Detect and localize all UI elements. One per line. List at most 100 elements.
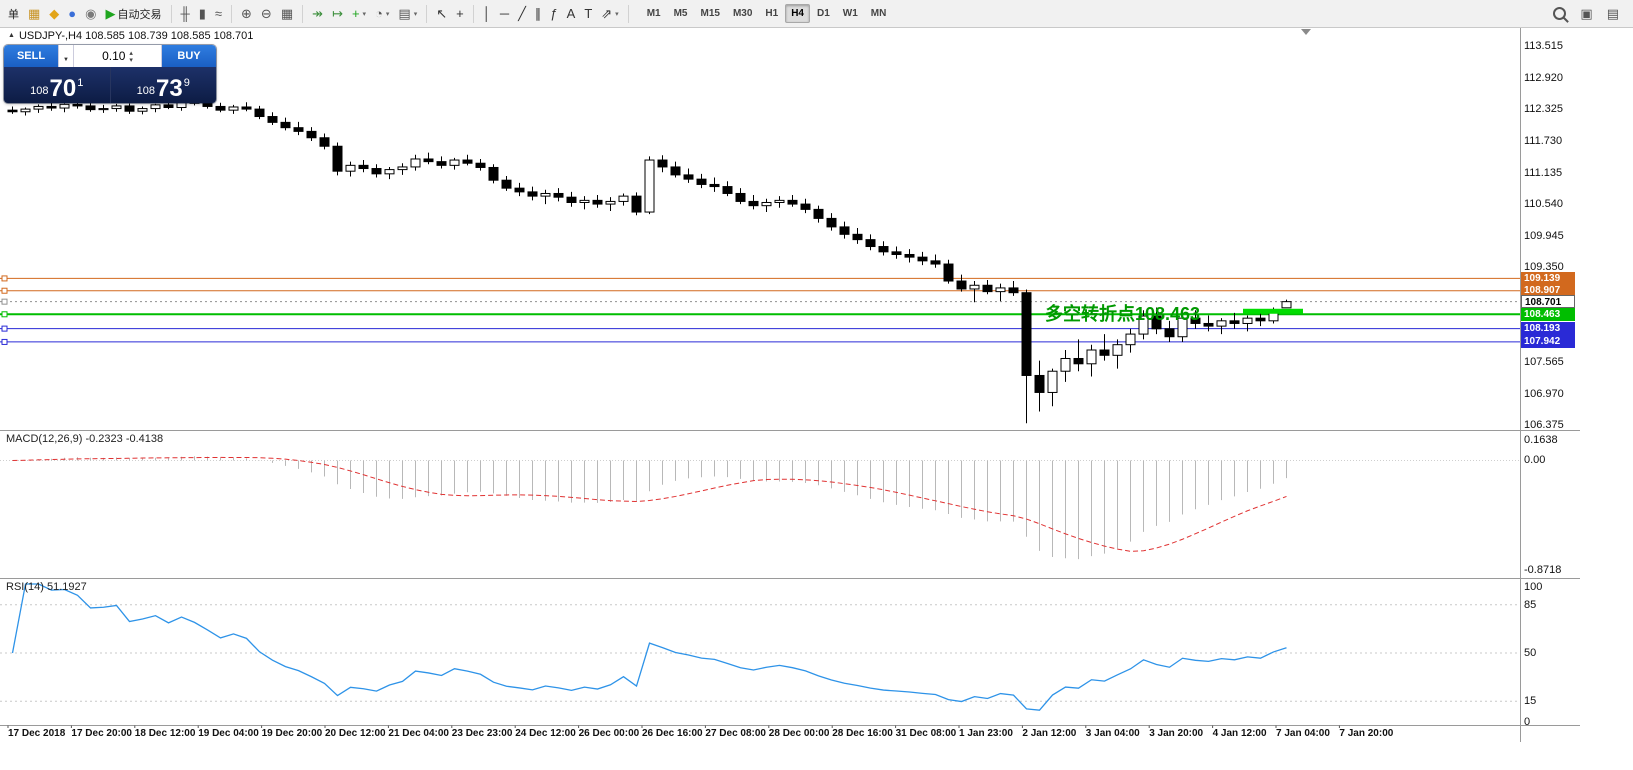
candle-body (319, 137, 330, 147)
time-axis-label: 27 Dec 08:00 (705, 728, 766, 739)
sell-price-button[interactable]: 108 70 1 (4, 67, 110, 103)
price-axis-label: 109.945 (1524, 229, 1564, 242)
toolbar-separator (231, 4, 233, 23)
horizontal-line-icon: ─ (499, 6, 510, 21)
timeframe-button-M5[interactable]: M5 (673, 8, 688, 19)
lot-increase-button[interactable] (129, 49, 133, 56)
chart-shift-marker[interactable] (1301, 29, 1311, 35)
profiles-button[interactable]: ◆ (45, 3, 63, 25)
lot-decrease-button[interactable] (129, 56, 133, 63)
label-button[interactable]: T (580, 3, 596, 25)
hline-handle[interactable] (1, 275, 8, 282)
price-line-label[interactable]: 108.907 (1521, 284, 1575, 298)
window-layout-button[interactable] (1576, 3, 1596, 25)
arrows-button[interactable]: ⇗ ▾ (597, 3, 622, 25)
hline-handle[interactable] (1, 311, 8, 318)
buy-price-button[interactable]: 108 73 9 (110, 67, 216, 103)
time-axis-label: 17 Dec 20:00 (71, 728, 132, 739)
price-line-label[interactable]: 108.193 (1521, 322, 1575, 336)
new-chart-button[interactable]: ▦ (24, 3, 44, 25)
candle-body (215, 105, 226, 111)
candle-body (631, 195, 642, 213)
time-axis-label: 3 Jan 04:00 (1085, 728, 1140, 739)
price-line-label[interactable]: 109.139 (1521, 271, 1575, 285)
trendline-icon: ╱ (518, 6, 526, 21)
bull-bear-annotation[interactable]: 多空转折点108.463 (1045, 304, 1201, 324)
candle-body (462, 159, 473, 164)
text-button[interactable]: A (563, 3, 580, 25)
price-axis-label: 110.540 (1524, 198, 1563, 211)
price-line-label[interactable]: 108.463 (1521, 307, 1575, 321)
line-chart-button[interactable]: ≈ (211, 3, 226, 25)
lot-size-field[interactable]: 0.10 (73, 45, 162, 67)
time-axis-label: 26 Dec 16:00 (642, 728, 703, 739)
timeframe-button-M30[interactable]: M30 (732, 8, 753, 19)
templates-button[interactable]: ▤ ▾ (394, 3, 421, 25)
macd-axis-label: 0.1638 (1524, 433, 1558, 446)
candle-body (618, 195, 629, 202)
crosshair-button[interactable]: + (452, 3, 468, 25)
channel-button[interactable]: ∥ (531, 3, 546, 25)
chart-shift-button[interactable]: ↦ (328, 3, 347, 25)
timeframe-button-H1[interactable]: H1 (765, 8, 779, 19)
price-line-label[interactable]: 108.701 (1521, 295, 1575, 309)
candle-body (371, 168, 382, 175)
timeframe-button-D1[interactable]: D1 (817, 8, 830, 19)
window-list-button[interactable] (1603, 3, 1623, 25)
periods-button[interactable]: ◔ ▾ (371, 3, 393, 25)
candle-body (969, 284, 980, 290)
timeframe-button-M1[interactable]: M1 (646, 8, 661, 19)
rsi-axis-label: 85 (1524, 598, 1537, 611)
auto-scroll-button[interactable]: ↠ (308, 3, 327, 25)
cursor-button[interactable]: ↖ (432, 3, 451, 25)
timeframe-button-W1[interactable]: W1 (842, 8, 858, 19)
fibonacci-button[interactable]: ƒ (546, 3, 561, 25)
toolbar-separator (426, 4, 428, 23)
market-watch-button[interactable]: ● (64, 3, 80, 25)
timeframe-button-H4[interactable]: H4 (785, 4, 810, 23)
new-order-button[interactable]: 单 (4, 3, 23, 25)
hline-handle[interactable] (1, 325, 8, 332)
candle-body (293, 127, 304, 132)
hline-handle[interactable] (1, 287, 8, 294)
price-buttons-row: 108 70 1 108 73 9 (4, 67, 216, 103)
hline-handle[interactable] (1, 298, 8, 305)
indicators-button[interactable]: + ▾ (348, 3, 370, 25)
candle-body (267, 116, 278, 123)
price-line-label[interactable]: 107.942 (1521, 335, 1575, 349)
search-button[interactable] (1549, 3, 1570, 25)
candle-body (436, 161, 447, 166)
trend-segment[interactable] (1243, 308, 1303, 314)
search-icon (1553, 7, 1567, 20)
candle-body (865, 239, 876, 248)
candle-body (943, 263, 954, 282)
trendline-button[interactable]: ╱ (514, 3, 530, 25)
tile-windows-button[interactable]: ▦ (277, 3, 297, 25)
hline-handle[interactable] (1, 338, 8, 345)
buy-button[interactable]: BUY (162, 45, 216, 67)
zoom-out-button[interactable]: ⊖ (257, 3, 276, 25)
sell-button[interactable]: SELL (4, 45, 58, 67)
chevron-down-icon: ▾ (362, 10, 367, 18)
candle-body (904, 253, 915, 258)
bid-integer: 108 (30, 85, 49, 97)
candles[interactable] (7, 96, 1292, 424)
candlestick-chart-button[interactable]: ▮ (195, 3, 210, 25)
data-window-button[interactable]: ◉ (81, 3, 100, 25)
timeframe-button-MN[interactable]: MN (870, 8, 887, 19)
order-type-dropdown[interactable] (58, 45, 73, 67)
zoom-in-button[interactable]: ⊕ (237, 3, 256, 25)
rsi-label: RSI(14) 51.1927 (6, 581, 87, 593)
timeframe-button-M15[interactable]: M15 (700, 8, 720, 19)
templates-icon: ▤ (398, 6, 411, 21)
autotrading-button[interactable]: ▶ 自动交易 (102, 3, 166, 25)
vertical-line-button[interactable]: │ (479, 3, 495, 25)
horizontal-line-button[interactable]: ─ (496, 3, 513, 25)
bar-chart-button[interactable]: ╫ (177, 3, 194, 25)
periods-icon: ◔ (375, 6, 383, 21)
candle-body (566, 196, 577, 203)
candle-body (1034, 374, 1045, 393)
